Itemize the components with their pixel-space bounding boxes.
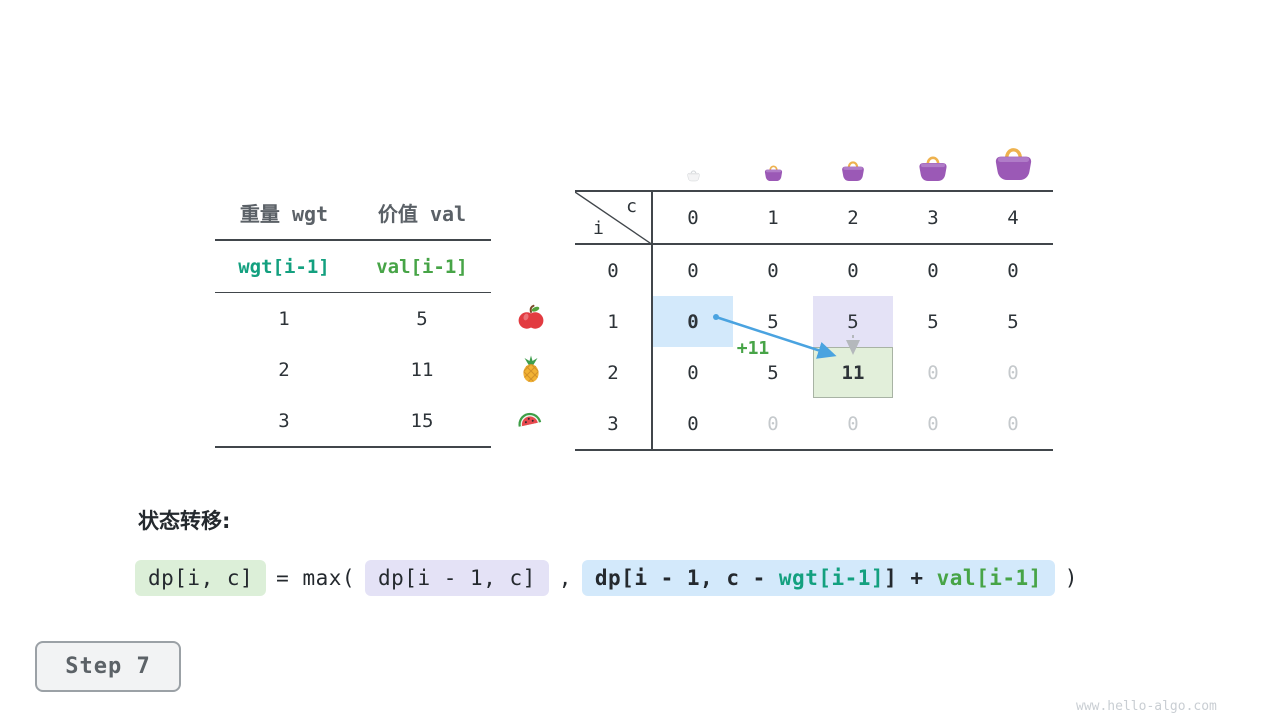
dp-cell-1-3: 5	[927, 310, 939, 333]
dp-row-label-0: 0	[575, 245, 653, 296]
step-indicator[interactable]: Step 7	[35, 641, 181, 692]
term-take-prefix: dp[i - 1, c -	[594, 566, 779, 590]
dp-col-header-0: 0	[653, 192, 733, 245]
bag-empty-icon	[686, 168, 700, 182]
apple-icon	[518, 304, 544, 329]
formula-lhs: dp[i, c]	[135, 560, 267, 596]
formula-caption: 状态转移:	[138, 509, 231, 533]
item-row-2: 2 11	[215, 344, 491, 395]
dp-row-label-2: 2	[575, 347, 653, 398]
item-subheader-wgt: wgt[i-1]	[238, 255, 330, 278]
dp-col-header-2: 2	[813, 192, 893, 245]
dp-col-header-1: 1	[733, 192, 813, 245]
dp-cell-3-2: 0	[847, 412, 859, 435]
item-subheader-val: val[i-1]	[376, 255, 468, 278]
value-gain-label: +11	[736, 338, 770, 359]
item-row-3: 3 15	[215, 395, 491, 446]
item-row-1: 1 5	[215, 293, 491, 344]
dp-corner-cell: c i	[575, 192, 653, 245]
dp-cell-3-0: 0	[687, 412, 699, 435]
dp-cell-2-2: 11	[813, 347, 893, 398]
item-2-val: 11	[410, 358, 434, 381]
watermark: www.hello-algo.com	[1076, 699, 1217, 714]
step-label: Step 7	[65, 654, 151, 679]
dp-cell-0-2: 0	[847, 259, 859, 282]
term-take-val: val[i-1]	[936, 566, 1042, 590]
watermelon-icon	[518, 412, 542, 427]
dp-cell-0-3: 0	[927, 259, 939, 282]
dp-cell-3-4: 0	[1007, 412, 1019, 435]
dp-cell-3-3: 0	[927, 412, 939, 435]
dp-cell-1-2: 5	[813, 296, 893, 347]
transition-formula: dp[i, c] = max( dp[i - 1, c] , dp[i - 1,…	[135, 560, 1078, 596]
item-table: 重量 wgt 价值 val wgt[i-1] val[i-1] 1 5 2 11…	[215, 186, 491, 448]
dp-row-label-1: 1	[575, 296, 653, 347]
dp-table: c i 0 1 2 3 4 0 0 0 0 0 0 1 0 5 5 5 5 2 …	[575, 190, 1053, 451]
dp-cell-0-0: 0	[687, 259, 699, 282]
formula-operator: = max(	[276, 566, 356, 590]
bag-2-icon	[841, 157, 865, 182]
bag-1-icon	[764, 162, 783, 182]
dp-cell-3-1: 0	[767, 412, 779, 435]
bag-4-icon	[994, 141, 1033, 182]
dp-cell-2-4: 0	[1007, 361, 1019, 384]
corner-diagonal	[575, 192, 651, 244]
dp-col-header-4: 4	[973, 192, 1053, 245]
term-take-mid: ] +	[884, 566, 937, 590]
item-table-subheader: wgt[i-1] val[i-1]	[215, 241, 491, 293]
formula-separator: ,	[558, 566, 572, 590]
formula-term-keep: dp[i - 1, c]	[365, 560, 549, 596]
dp-col-var: c	[626, 196, 637, 217]
item-3-wgt: 3	[278, 409, 290, 432]
dp-row-label-3: 3	[575, 398, 653, 449]
capacity-bags	[575, 128, 1053, 182]
item-2-wgt: 2	[278, 358, 290, 381]
pineapple-icon	[523, 355, 539, 383]
dp-cell-1-4: 5	[1007, 310, 1019, 333]
item-1-wgt: 1	[278, 307, 290, 330]
item-1-val: 5	[416, 307, 428, 330]
dp-col-header-3: 3	[893, 192, 973, 245]
dp-cell-2-0: 0	[687, 361, 699, 384]
formula-closing: )	[1064, 566, 1078, 590]
dp-cell-2-1: 5	[767, 361, 779, 384]
formula-term-take: dp[i - 1, c - wgt[i-1]] + val[i-1]	[581, 560, 1055, 596]
dp-cell-0-1: 0	[767, 259, 779, 282]
dp-row-var: i	[593, 218, 604, 239]
term-take-wgt: wgt[i-1]	[778, 566, 885, 590]
item-table-header: 重量 wgt 价值 val	[215, 186, 491, 241]
item-3-val: 15	[410, 409, 434, 432]
item-col-header-val: 价值 val	[377, 202, 467, 226]
bag-3-icon	[918, 151, 948, 183]
dp-cell-2-3: 0	[927, 361, 939, 384]
item-col-header-wgt: 重量 wgt	[239, 202, 329, 226]
dp-cell-1-0: 0	[653, 296, 733, 347]
dp-cell-0-4: 0	[1007, 259, 1019, 282]
